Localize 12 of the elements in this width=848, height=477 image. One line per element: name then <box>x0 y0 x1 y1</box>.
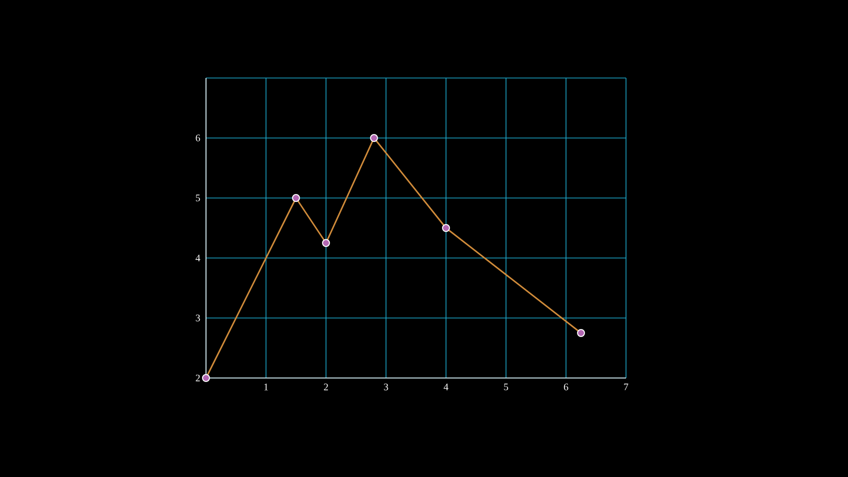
y-tick-label: 2 <box>196 374 200 382</box>
y-tick-label: 4 <box>196 254 200 262</box>
y-tick-label: 3 <box>196 314 200 322</box>
y-tick-label: 5 <box>196 194 200 202</box>
x-tick-label: 5 <box>504 384 508 390</box>
x-tick-label: 1 <box>264 384 268 390</box>
x-tick-label: 7 <box>624 384 628 390</box>
x-tick-label: 4 <box>444 384 448 390</box>
x-tick-label: 3 <box>384 384 388 390</box>
y-tick-label: 6 <box>196 134 200 142</box>
x-tick-label: 6 <box>564 384 568 390</box>
x-tick-label: 2 <box>324 384 328 390</box>
